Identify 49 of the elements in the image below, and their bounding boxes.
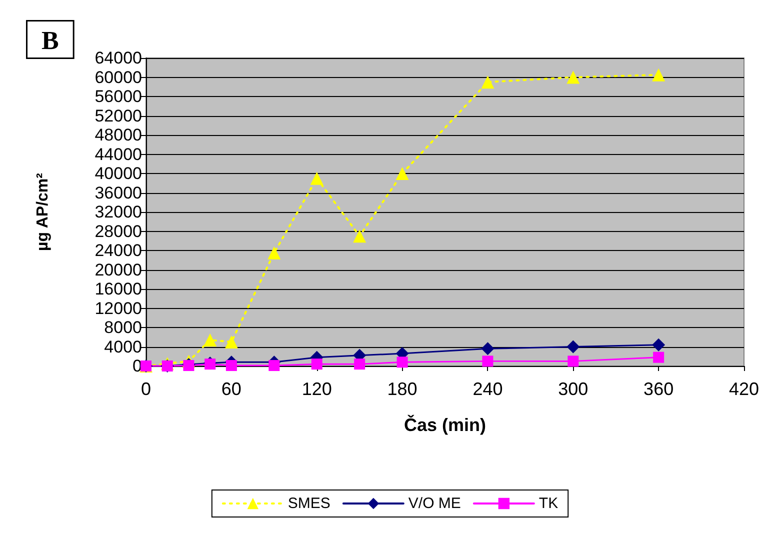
- point: [224, 335, 238, 348]
- x-tick-label: 300: [558, 379, 588, 399]
- y-tick-label: 64000: [94, 48, 142, 68]
- y-tick-label: 56000: [94, 87, 142, 106]
- legend-label: SMES: [288, 495, 330, 512]
- point: [396, 356, 408, 368]
- x-tick-label: 420: [728, 379, 760, 399]
- y-tick-label: 4000: [104, 337, 142, 356]
- point: [652, 68, 666, 82]
- point: [482, 356, 494, 367]
- x-tick-label: 180: [387, 379, 418, 399]
- y-tick-label: 16000: [94, 280, 142, 298]
- point: [653, 352, 664, 363]
- y-tick-label: 28000: [94, 222, 142, 241]
- point: [310, 172, 324, 185]
- y-tick-label: 40000: [94, 164, 142, 183]
- legend-label: TK: [538, 495, 558, 512]
- point: [481, 342, 494, 356]
- y-tick-label: 20000: [94, 260, 142, 280]
- point: [396, 167, 409, 180]
- point: [652, 338, 666, 352]
- y-tick-label: 36000: [94, 183, 142, 202]
- y-tick-label: 8000: [104, 318, 142, 337]
- legend-label: V/O ME: [408, 495, 461, 512]
- point: [481, 76, 494, 89]
- y-tick-label: 24000: [94, 241, 142, 260]
- point: [568, 356, 579, 367]
- x-tick-label: 240: [472, 379, 503, 399]
- x-tick-label: 60: [221, 379, 242, 399]
- y-tick-label: 52000: [94, 106, 142, 126]
- text: B: [42, 26, 59, 55]
- x-axis-title: Čas (min): [404, 414, 486, 435]
- point: [268, 246, 281, 260]
- point: [566, 340, 580, 354]
- x-tick-label: 120: [302, 379, 332, 399]
- y-tick-label: 32000: [94, 202, 142, 222]
- point: [353, 230, 366, 243]
- point: [354, 358, 366, 370]
- point: [204, 334, 217, 347]
- point: [311, 358, 322, 370]
- point: [268, 360, 280, 372]
- y-tick-label: 44000: [94, 144, 142, 164]
- y-tick-label: 48000: [94, 126, 142, 144]
- y-axis-title: µg AP/cm²: [34, 173, 52, 251]
- point: [226, 360, 237, 372]
- y-tick-label: 12000: [94, 298, 142, 318]
- x-tick-label: 360: [644, 379, 674, 399]
- y-tick-label: 60000: [94, 68, 142, 87]
- point: [566, 70, 580, 84]
